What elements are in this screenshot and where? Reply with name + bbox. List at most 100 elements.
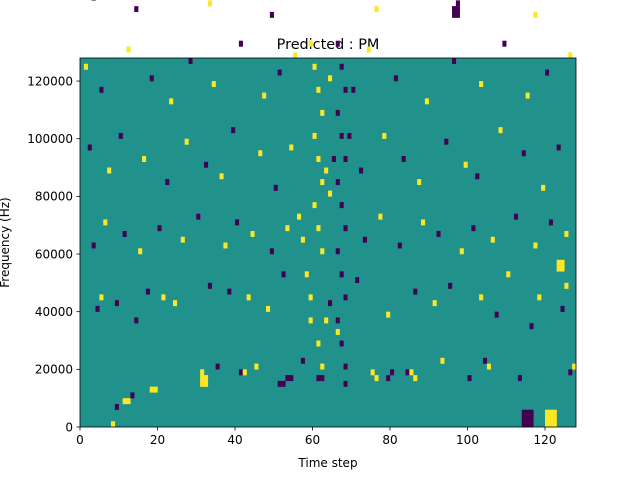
heatmap-cell-positive	[421, 219, 426, 226]
heatmap-cell-negative	[281, 380, 286, 387]
heatmap-cell-positive	[219, 173, 224, 180]
plot-background	[80, 58, 576, 427]
heatmap-cell-negative	[343, 225, 348, 232]
heatmap-cell-positive	[312, 132, 317, 139]
heatmap-cell-negative	[514, 213, 519, 220]
heatmap-cell-positive	[320, 109, 325, 116]
heatmap-cell-positive	[479, 294, 484, 301]
heatmap-cell-negative	[351, 86, 356, 93]
plot-frame	[79, 57, 577, 428]
heatmap-cell-negative	[130, 392, 135, 399]
heatmap-cell-positive	[432, 300, 437, 307]
heatmap-cell-negative	[343, 363, 348, 370]
heatmap-cell-negative	[525, 421, 530, 428]
heatmap-cell-positive	[304, 271, 309, 278]
y-tick-label: 80000	[35, 190, 73, 204]
heatmap-cell-negative	[452, 11, 457, 18]
heatmap-cell-positive	[103, 219, 108, 226]
heatmap-cell-negative	[339, 132, 344, 139]
heatmap-cell-positive	[122, 398, 127, 405]
heatmap-cell-positive	[374, 375, 379, 382]
heatmap-cell-negative	[343, 294, 348, 301]
heatmap-cell-positive	[545, 409, 550, 416]
heatmap-cell-positive	[285, 225, 290, 232]
heatmap-cell-negative	[122, 230, 127, 237]
heatmap-cell-negative	[339, 340, 344, 347]
heatmap-cell-positive	[382, 132, 387, 139]
heatmap-cell-positive	[537, 294, 542, 301]
heatmap-cell-negative	[343, 380, 348, 387]
heatmap-cell-positive	[490, 236, 495, 243]
heatmap-cell-positive	[262, 92, 267, 99]
heatmap-cell-positive	[545, 415, 550, 422]
heatmap-cell-positive	[153, 386, 158, 393]
heatmap-cell-positive	[289, 144, 294, 151]
heatmap-cell-positive	[320, 179, 325, 186]
heatmap-cell-positive	[308, 40, 313, 47]
x-tick-label: 20	[150, 433, 165, 447]
heatmap-cell-negative	[347, 132, 352, 139]
heatmap-cell-negative	[467, 375, 472, 382]
heatmap-cell-negative	[502, 40, 507, 47]
heatmap-cell-positive	[386, 311, 391, 318]
heatmap-cell-positive	[545, 421, 550, 428]
heatmap-cell-negative	[448, 282, 453, 289]
heatmap-cell-positive	[149, 386, 154, 393]
heatmap-cell-positive	[370, 369, 375, 376]
heatmap-cell-negative	[548, 219, 553, 226]
heatmap-cell-positive	[459, 248, 464, 255]
heatmap-cell-negative	[91, 0, 96, 1]
heatmap-cell-positive	[479, 81, 484, 88]
heatmap-cell-negative	[517, 375, 522, 382]
heatmap-cell-negative	[335, 317, 340, 324]
heatmap-cell-negative	[300, 357, 305, 364]
heatmap-cell-negative	[529, 421, 534, 428]
y-tick-label: 0	[65, 420, 73, 434]
heatmap-cell-negative	[343, 156, 348, 162]
heatmap-cell-negative	[335, 109, 340, 116]
heatmap-cell-negative	[560, 305, 565, 312]
heatmap-cell-positive	[258, 150, 263, 157]
heatmap-cell-positive	[204, 380, 209, 387]
heatmap-cell-negative	[444, 138, 449, 145]
x-tick-label: 60	[305, 433, 320, 447]
heatmap-cell-negative	[413, 288, 418, 295]
heatmap-cell-negative	[231, 127, 236, 134]
heatmap-cell-negative	[359, 167, 364, 174]
heatmap-cell-positive	[417, 179, 422, 186]
heatmap-cell-positive	[250, 230, 255, 237]
heatmap-cell-negative	[436, 230, 441, 237]
heatmap-cell-negative	[452, 58, 457, 64]
heatmap-cell-positive	[254, 363, 259, 370]
heatmap-cell-negative	[568, 369, 573, 376]
heatmap-cell-positive	[211, 81, 216, 88]
heatmap-cell-negative	[339, 63, 344, 70]
heatmap-cell-negative	[521, 421, 526, 428]
heatmap-cell-negative	[238, 40, 243, 47]
heatmap-cell-negative	[521, 409, 526, 416]
heatmap-cell-negative	[204, 161, 209, 168]
heatmap-cell-positive	[246, 294, 251, 301]
heatmap-cell-negative	[320, 375, 325, 382]
heatmap-cell-positive	[111, 421, 116, 428]
heatmap-cell-negative	[134, 6, 139, 13]
heatmap-cell-negative	[196, 213, 201, 220]
heatmap-cell-negative	[91, 242, 96, 249]
heatmap-cell-negative	[455, 11, 460, 18]
heatmap-cell-positive	[308, 294, 313, 301]
y-tick-label: 60000	[35, 247, 73, 261]
heatmap-cell-positive	[324, 317, 329, 324]
heatmap-cell-positive	[486, 363, 491, 370]
heatmap-cell-positive	[335, 328, 340, 335]
heatmap-cell-positive	[173, 300, 178, 307]
heatmap-cell-positive	[533, 242, 538, 249]
heatmap-cell-positive	[184, 138, 189, 145]
x-tick-label: 120	[534, 433, 557, 447]
heatmap-cell-negative	[289, 375, 294, 382]
heatmap-cell-positive	[525, 92, 530, 99]
heatmap-cell-positive	[413, 375, 418, 382]
heatmap-cell-negative	[452, 6, 457, 13]
heatmap-cell-negative	[529, 409, 534, 416]
chart-title: Predicted : PM	[277, 37, 380, 53]
